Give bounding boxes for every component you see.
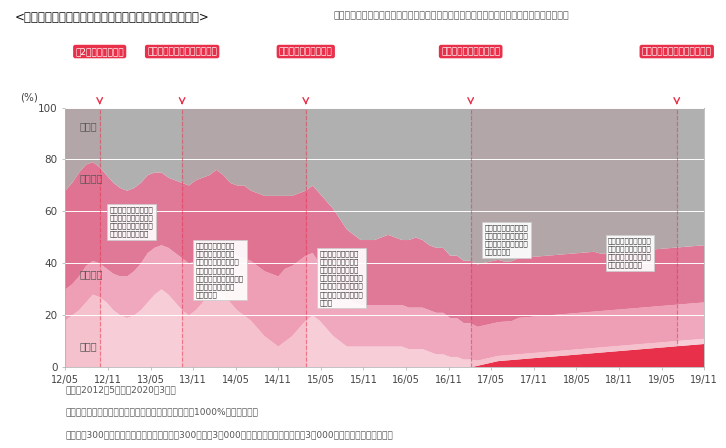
Bar — [182, 108, 306, 367]
Text: 大型・中小型・超小
型株といったカテゴ
リーを問わず、マクロ
経済環境に左右され
にくい独自要因で業績を
あげられる銘柄の比
率を上昇。: 大型・中小型・超小 型株といったカテゴ リーを問わず、マクロ 経済環境に左右され… — [196, 243, 244, 298]
Text: 第2次安倍内阂発足: 第2次安倍内阂発足 — [76, 47, 124, 56]
Text: 海外株: 海外株 — [629, 349, 646, 359]
Text: 北朗鮮問題などで顕在
化し始めた地政学的リ
スクに備えて現金等の
比率を上昇。: 北朗鮮問題などで顕在 化し始めた地政学的リ スクに備えて現金等の 比率を上昇。 — [484, 224, 528, 255]
Text: ひふみ投信マザーファンドの月末時点の純資産総額を1000%として計算。: ひふみ投信マザーファンドの月末時点の純資産総額を1000%として計算。 — [65, 408, 258, 417]
Text: (%): (%) — [20, 92, 38, 102]
Text: 地政学的リスクの顕在化: 地政学的リスクの顕在化 — [441, 47, 500, 56]
Text: 現金等: 現金等 — [79, 121, 97, 131]
Text: 新型コロナウイルス感染拡大: 新型コロナウイルス感染拡大 — [642, 47, 711, 56]
Text: 期間：2012年5月末～2020年3月末: 期間：2012年5月末～2020年3月末 — [65, 385, 176, 394]
Text: 中小型株: 中小型株 — [79, 269, 102, 279]
Text: 日本銀行や公的年金
等の資金流入期待を
背景に、日経平均株
価上昇。大型・中小・
超小型株のバランスを
意識したポートフォリ
オに。: 日本銀行や公的年金 等の資金流入期待を 背景に、日経平均株 価上昇。大型・中小・… — [319, 250, 363, 306]
Text: 世界の景気減速憸念が広がる: 世界の景気減速憸念が広がる — [147, 47, 217, 56]
Text: 超小型株: 超小型株 — [79, 172, 102, 183]
Text: 大型株: 大型株 — [79, 341, 97, 352]
Text: ひふみプラスはファミリーファンド方式でひふみ投信マザーファンドにて運用しています。: ひふみプラスはファミリーファンド方式でひふみ投信マザーファンドにて運用しています… — [334, 11, 570, 20]
Text: 大型株主導の株式相場: 大型株主導の株式相場 — [279, 47, 333, 56]
Text: 円安・外需・大型株・
株高へと相場動向が一
変する中で、大型株の
保有比率を高める。: 円安・外需・大型株・ 株高へと相場動向が一 変する中で、大型株の 保有比率を高め… — [110, 206, 154, 237]
Bar — [470, 108, 677, 367]
Bar — [65, 108, 99, 367]
Text: 時価総額300億円未満を超小型株、時価総額300億円～3，000億円を中小型株、時価総額3，000億円超を大型株と定義。: 時価総額300億円未満を超小型株、時価総額300億円～3，000億円を中小型株、… — [65, 430, 393, 439]
Text: 不確実性リスクに備え
るため、流動性の高い
大型株を売却し、現金
等の比率を上昇。: 不確実性リスクに備え るため、流動性の高い 大型株を売却し、現金 等の比率を上昇… — [608, 237, 652, 268]
Text: <ひふみ投信マザーファンドの時価総額別構成比率の推移>: <ひふみ投信マザーファンドの時価総額別構成比率の推移> — [15, 11, 209, 24]
